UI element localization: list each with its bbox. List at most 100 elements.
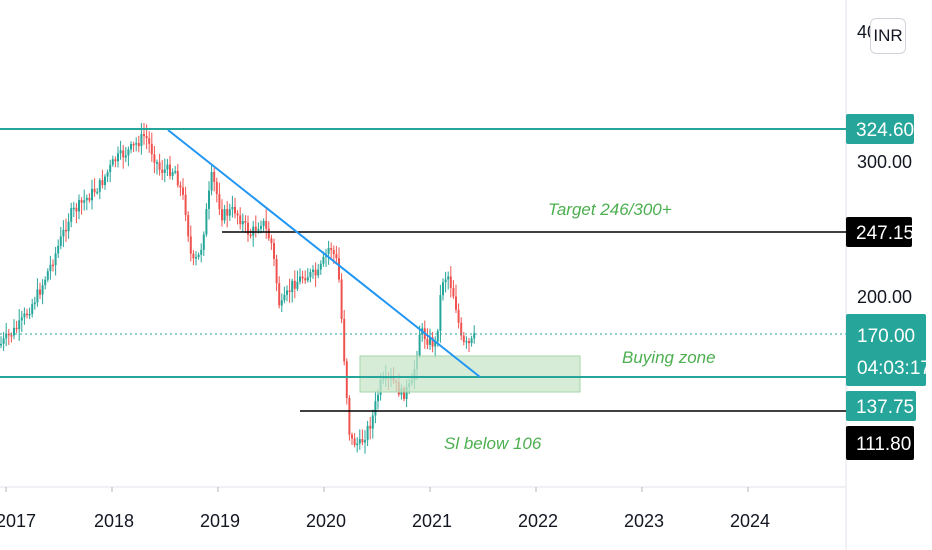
time-label-2023: 2023 [624,511,664,531]
candle-body-43 [111,159,114,165]
price-tick-200: 200.00 [857,287,912,307]
stop-loss-annotation: Sl below 106 [444,434,542,453]
candle-body-96 [249,234,252,237]
candle-body-36 [93,188,96,193]
time-label-2022: 2022 [518,511,558,531]
candle-body-27 [70,208,73,222]
candle-body-123 [319,263,322,270]
candle-body-4 [10,335,13,337]
time-label-2020: 2020 [306,511,346,531]
candle-body-95 [247,222,249,235]
candle-body-62 [161,169,164,174]
candle-body-49 [127,149,130,156]
candle-body-8 [20,317,23,321]
candle-body-64 [166,164,169,170]
resistance-price-tag: 324.60 [846,114,914,144]
candle-body-29 [75,207,78,212]
candle-body-93 [241,221,244,225]
candle-body-20 [52,264,54,267]
candle-body-164 [426,339,429,345]
candle-body-114 [296,281,299,289]
candle-body-9 [23,313,26,318]
candle-body-35 [91,188,93,201]
candle-body-25 [65,229,67,232]
candle-body-101 [262,220,265,226]
candle-body-11 [28,314,31,316]
downtrend-line[interactable] [167,129,481,378]
candle-body-129 [335,254,338,259]
last-price-label: 170.00 [857,326,915,347]
candle-body-58 [150,143,153,155]
buying-zone-rect[interactable] [359,355,581,393]
candle-body-54 [140,134,143,147]
candle-body-139 [361,439,364,443]
candle-body-76 [197,254,200,258]
currency-button[interactable]: INR [870,18,906,54]
candle-body-119 [309,271,312,278]
candle-body-173 [449,276,452,289]
candle-body-16 [41,285,44,295]
candle-body-31 [80,200,83,203]
candle-body-57 [148,138,151,144]
candle-body-82 [213,172,216,182]
candle-body-181 [470,338,473,344]
candle-body-108 [280,300,283,306]
target-annotation: Target 246/300+ [548,200,672,219]
support-price-tag: 137.75 [846,391,916,421]
candle-body-130 [338,258,340,280]
time-label-2017: 2017 [0,511,36,531]
buying-zone-annotation: Buying zone [622,348,716,367]
candle-body-73 [189,236,192,254]
candle-body-98 [254,226,257,231]
candle-body-117 [304,278,307,281]
candle-body-0 [0,343,2,346]
support-price-label: 137.75 [856,397,914,418]
candle-body-56 [145,135,148,139]
candle-body-85 [221,209,223,221]
candle-body-118 [306,277,309,281]
candle-body-24 [62,229,65,237]
candle-body-137 [356,443,359,446]
candle-body-105 [273,243,275,259]
candle-body-171 [444,279,447,283]
candle-body-172 [447,276,450,280]
candle-body-166 [431,337,434,347]
candle-body-89 [231,206,234,210]
candle-body-143 [371,415,374,429]
candle-body-110 [286,290,288,295]
candle-body-107 [278,283,281,306]
candle-body-115 [299,276,301,282]
candle-body-38 [98,180,101,192]
candle-body-69 [179,185,182,188]
candle-body-19 [49,264,52,272]
stop-loss-price-tag: 111.80 [846,426,914,460]
candle-body-92 [239,215,242,225]
candle-body-178 [462,335,465,342]
candle-body-23 [59,236,62,246]
candle-body-74 [192,253,195,259]
candle-body-3 [7,333,10,336]
candle-body-65 [169,164,171,176]
candle-body-34 [88,197,91,201]
candle-body-59 [153,154,156,163]
candle-body-140 [364,440,366,443]
candle-body-50 [130,143,132,150]
candle-body-60 [156,162,158,164]
candle-body-66 [171,172,174,176]
candle-body-90 [234,206,236,214]
candle-body-37 [96,191,99,194]
candle-body-2 [5,333,8,339]
candle-body-21 [54,253,57,266]
candle-body-26 [67,221,70,232]
candle-body-128 [332,250,335,255]
time-label-2018: 2018 [94,511,134,531]
candle-body-165 [429,337,431,345]
candle-body-99 [257,228,260,231]
candle-body-177 [460,322,463,336]
candle-body-156 [405,387,408,399]
candle-body-84 [218,194,221,210]
candle-body-53 [137,143,140,147]
candle-body-41 [106,172,109,177]
